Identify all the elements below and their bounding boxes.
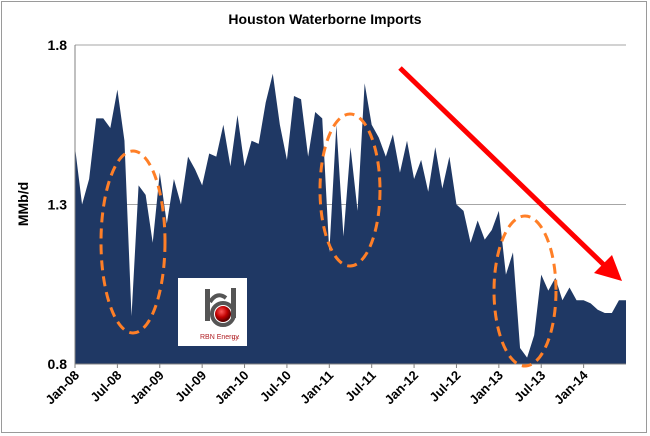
logo-ball-icon: [215, 306, 231, 322]
x-tick-label-8: Jan-12: [381, 368, 421, 408]
logo-text: RBN Energy: [200, 334, 239, 341]
x-tick-label-5: Jul-10: [257, 368, 294, 405]
x-tick-label-7: Jul-11: [342, 368, 379, 405]
axes: [74, 45, 626, 365]
plot-area: [75, 73, 626, 365]
dip-highlight-ellipse-2011: [318, 112, 382, 268]
x-tick-label-11: Jul-13: [511, 368, 548, 405]
logo-r-arc: [208, 293, 228, 304]
logo-suffix: LLC: [232, 335, 239, 340]
dip-highlight-ellipse-2008: [99, 149, 167, 335]
logo-b-stem: [231, 288, 236, 318]
x-tick-label-4: Jan-10: [212, 368, 252, 408]
y-tick-label-0: 0.8: [48, 356, 68, 372]
chart-title: Houston Waterborne Imports: [228, 11, 421, 27]
y-tick-label-1: 1.3: [48, 197, 68, 213]
x-tick-label-1: Jul-08: [87, 368, 124, 405]
x-tick-label-6: Jan-11: [297, 368, 336, 407]
x-tick-label-10: Jan-13: [466, 368, 506, 408]
x-tick-label-12: Jan-14: [551, 367, 591, 407]
imports-area-series: [75, 73, 626, 365]
rbn-energy-logo: RBN Energy LLC: [178, 278, 247, 346]
logo-r-stem: [205, 289, 210, 321]
y-tick-label-2: 1.8: [48, 37, 68, 53]
y-tick-labels: 0.8 1.3 1.8: [48, 37, 68, 372]
x-tick-labels: Jan-08 Jul-08 Jan-09 Jul-09 Jan-10 Jul-10 Jan-…: [42, 364, 591, 407]
x-tick-label-3: Jul-09: [172, 368, 209, 405]
annotations: [99, 66, 622, 368]
y-axis-label: MMb/d: [15, 182, 31, 226]
x-tick-label-9: Jul-12: [426, 368, 463, 405]
x-tick-label-0: Jan-08: [42, 368, 82, 408]
x-tick-label-2: Jan-09: [127, 368, 167, 408]
trend-arrow: [398, 66, 622, 281]
dip-highlight-ellipse-2013: [492, 214, 558, 368]
